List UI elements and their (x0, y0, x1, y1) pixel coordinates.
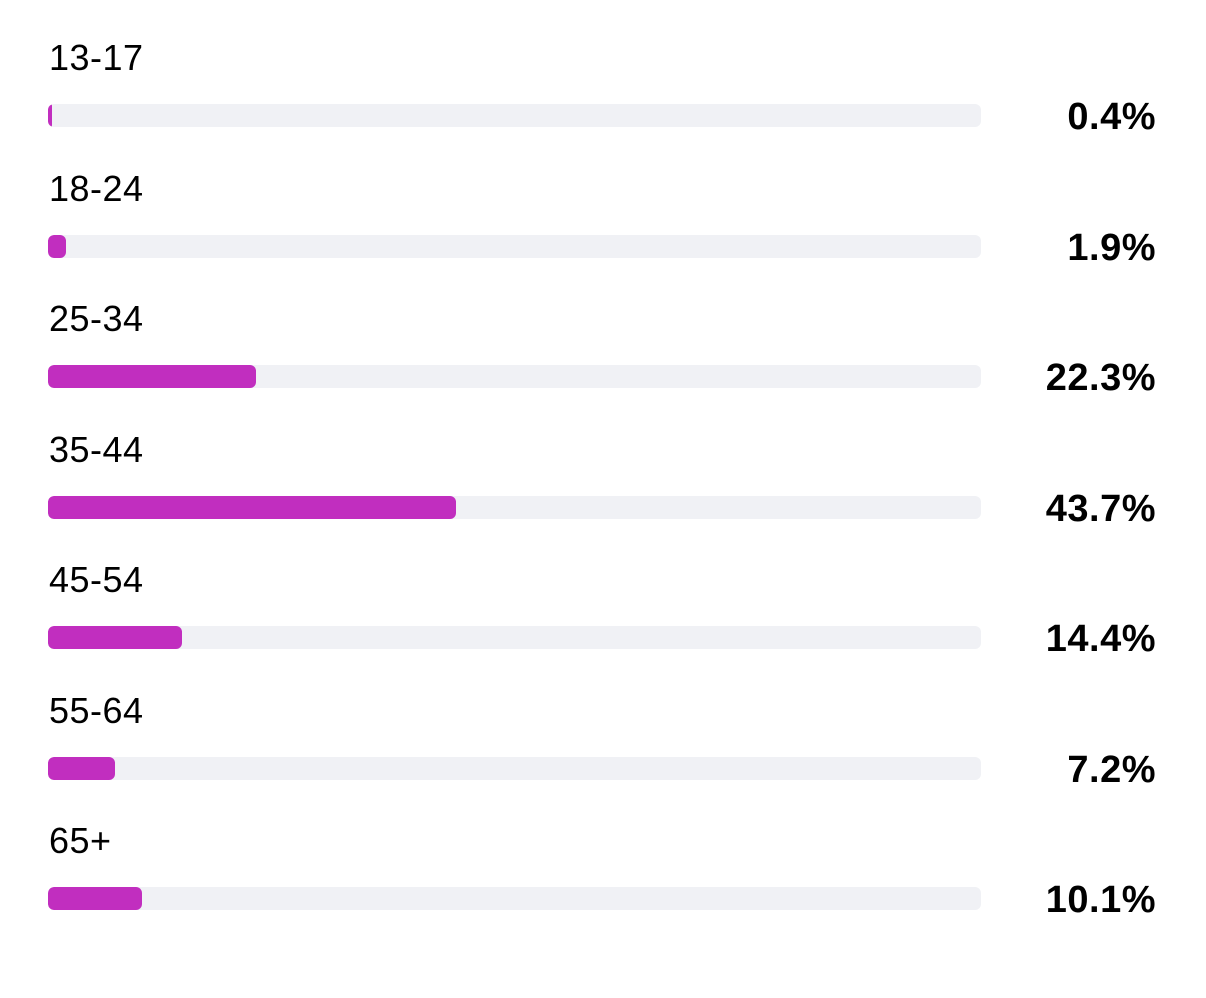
bar-fill (48, 496, 456, 519)
bar-fill (48, 365, 257, 388)
percentage-label: 43.7% (1045, 488, 1156, 530)
bar-track (48, 757, 981, 780)
bar-fill (48, 626, 183, 649)
bar-fill (48, 104, 52, 127)
percentage-label: 22.3% (1045, 357, 1156, 399)
bar-track (48, 235, 981, 258)
bar-track (48, 626, 981, 649)
age-group-label: 45-54 (49, 559, 144, 600)
bar-track (48, 496, 981, 519)
age-group-label: 13-17 (49, 37, 144, 78)
bar-fill (48, 757, 116, 780)
age-group-label: 18-24 (49, 168, 144, 209)
bar-track (48, 887, 981, 910)
bar-fill (48, 235, 66, 258)
bar-fill (48, 887, 143, 910)
percentage-label: 1.9% (1067, 227, 1156, 269)
percentage-label: 7.2% (1067, 749, 1156, 791)
bar-track (48, 104, 981, 127)
age-group-label: 65+ (49, 820, 112, 861)
percentage-label: 0.4% (1067, 96, 1156, 138)
age-group-label: 35-44 (49, 429, 144, 470)
percentage-label: 14.4% (1045, 618, 1156, 660)
bar-track (48, 365, 981, 388)
age-group-label: 55-64 (49, 690, 144, 731)
age-group-label: 25-34 (49, 298, 144, 339)
percentage-label: 10.1% (1045, 879, 1156, 921)
